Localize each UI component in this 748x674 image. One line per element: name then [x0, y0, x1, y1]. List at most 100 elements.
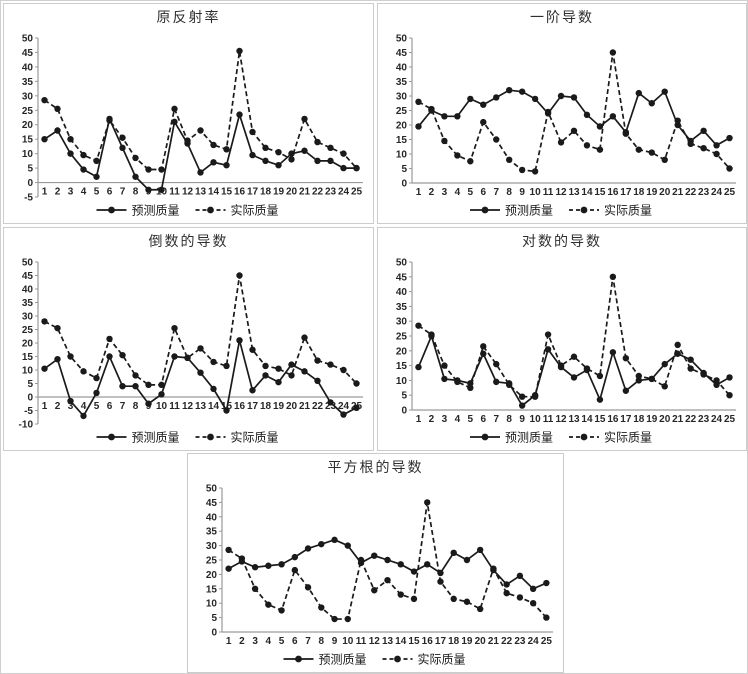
series-marker-solid — [93, 389, 100, 397]
legend-marker-dashed — [207, 206, 214, 214]
series-marker-solid — [223, 407, 230, 414]
x-tick-label: 13 — [195, 401, 207, 412]
series-marker-dashed — [661, 156, 668, 163]
series-marker-dashed — [622, 130, 630, 137]
series-marker-solid — [713, 142, 720, 149]
y-tick-label: 35 — [206, 527, 218, 538]
series-marker-dashed — [249, 128, 256, 136]
x-tick-label: 25 — [541, 636, 553, 647]
x-tick-label: 17 — [247, 187, 259, 198]
x-tick-label: 3 — [252, 636, 258, 647]
series-marker-solid — [249, 387, 256, 394]
y-tick-label: 50 — [396, 258, 408, 269]
x-tick-label: 8 — [133, 187, 139, 198]
y-tick-label: 25 — [206, 556, 218, 567]
x-tick-label: 6 — [107, 187, 113, 198]
series-marker-dashed — [424, 499, 431, 506]
series-marker-dashed — [531, 168, 539, 175]
series-marker-dashed — [726, 392, 733, 399]
x-tick-label: 24 — [528, 636, 540, 647]
series-marker-dashed — [557, 139, 565, 146]
series-marker-solid — [80, 412, 87, 420]
x-tick-label: 17 — [620, 187, 632, 198]
series-marker-solid — [67, 397, 74, 405]
x-tick-label: 4 — [81, 187, 87, 198]
series-marker-dashed — [278, 607, 285, 614]
series-marker-dashed — [223, 362, 230, 370]
series-marker-solid — [371, 552, 378, 559]
series-marker-dashed — [384, 576, 391, 584]
series-marker-solid — [262, 157, 269, 165]
series-marker-solid — [454, 113, 461, 120]
series-marker-solid — [384, 556, 391, 564]
legend-marker-solid — [108, 433, 115, 441]
series-marker-dashed — [145, 166, 152, 173]
series-marker-solid — [331, 536, 338, 544]
x-tick-label: 14 — [208, 401, 220, 412]
series-marker-dashed — [197, 127, 204, 134]
series-marker-solid — [119, 144, 126, 152]
y-tick-label: 15 — [396, 135, 408, 146]
series-marker-dashed — [544, 331, 552, 338]
series-marker-dashed — [197, 345, 204, 352]
y-tick-label: 10 — [396, 150, 408, 161]
y-tick-label: 45 — [206, 498, 218, 509]
series-marker-dashed — [41, 318, 48, 325]
y-tick-label: 25 — [22, 106, 34, 117]
series-marker-dashed — [570, 127, 578, 134]
series-marker-dashed — [41, 96, 48, 104]
series-marker-dashed — [476, 605, 484, 613]
series-marker-dashed — [622, 355, 630, 362]
series-marker-dashed — [80, 368, 87, 375]
x-tick-label: 11 — [169, 187, 180, 198]
series-marker-dashed — [415, 98, 422, 106]
series-marker-dashed — [54, 324, 61, 332]
series-marker-dashed — [225, 546, 232, 554]
series-marker-dashed — [490, 565, 497, 572]
series-marker-solid — [518, 88, 526, 95]
series-marker-solid — [41, 365, 48, 372]
series-marker-solid — [635, 377, 642, 384]
series-marker-solid — [275, 378, 282, 386]
x-tick-label: 13 — [568, 187, 580, 198]
series-marker-solid — [726, 134, 733, 142]
series-marker-solid — [493, 94, 500, 101]
series-marker-dashed — [674, 341, 681, 349]
series-marker-solid — [278, 561, 285, 568]
x-tick-label: 21 — [299, 401, 311, 412]
y-tick-label: 40 — [396, 63, 408, 74]
y-tick-label: 45 — [396, 48, 408, 59]
y-tick-label: 5 — [27, 379, 33, 390]
series-marker-solid — [67, 150, 74, 157]
series-marker-dashed — [700, 371, 707, 378]
x-tick-label: 3 — [442, 414, 448, 425]
series-marker-solid — [54, 127, 61, 134]
x-tick-label: 16 — [234, 401, 246, 412]
series-marker-solid — [441, 113, 448, 120]
y-tick-label: 35 — [22, 298, 34, 309]
x-tick-label: 14 — [581, 187, 593, 198]
x-tick-label: 24 — [711, 414, 723, 425]
series-marker-dashed — [450, 595, 457, 603]
series-marker-dashed — [531, 393, 539, 400]
series-marker-dashed — [609, 273, 617, 280]
x-tick-label: 3 — [442, 187, 448, 198]
x-tick-label: 15 — [221, 187, 233, 198]
x-tick-label: 15 — [594, 414, 606, 425]
series-marker-dashed — [171, 105, 178, 113]
series-marker-dashed — [441, 362, 448, 369]
x-tick-label: 23 — [325, 401, 337, 412]
series-marker-dashed — [467, 158, 474, 165]
series-marker-dashed — [301, 334, 308, 341]
series-marker-dashed — [544, 108, 552, 116]
series-marker-solid — [531, 95, 539, 103]
series-marker-dashed — [262, 144, 269, 152]
series-line-solid — [44, 111, 357, 191]
x-tick-label: 22 — [312, 401, 324, 412]
series-marker-dashed — [437, 578, 444, 585]
series-marker-solid — [119, 383, 126, 390]
y-tick-label: 15 — [22, 352, 34, 363]
series-marker-dashed — [635, 372, 642, 380]
y-tick-label: 5 — [27, 164, 33, 175]
